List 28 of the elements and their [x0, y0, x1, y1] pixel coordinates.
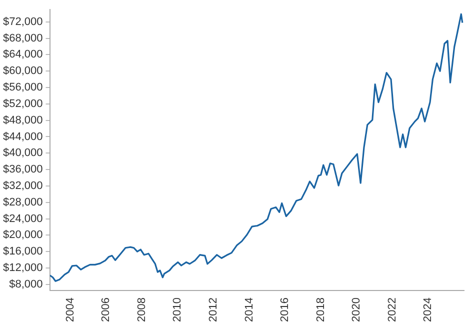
y-tick-label: $32,000 [2, 180, 43, 192]
y-tick-label: $72,000 [2, 16, 43, 28]
y-tick-label: $20,000 [2, 229, 43, 242]
y-tick-label: $24,000 [2, 212, 43, 225]
y-tick-label: $48,000 [2, 114, 43, 126]
x-tick-label: 2008 [136, 298, 148, 322]
y-tick-label: $8,000 [9, 278, 43, 290]
x-tick-label: 2004 [64, 298, 76, 322]
x-tick-label: 2016 [279, 298, 292, 322]
y-tick-label: $68,000 [2, 32, 43, 44]
x-tick-label: 2006 [100, 298, 112, 322]
y-tick-label: $64,000 [2, 48, 43, 61]
x-tick-label: 2022 [386, 298, 398, 322]
x-tick-label: 2010 [172, 298, 184, 322]
x-tick-label: 2024 [422, 298, 434, 322]
x-tick-label: 2018 [314, 298, 327, 322]
y-tick-label: $56,000 [2, 82, 43, 94]
y-tick-label: $52,000 [2, 98, 43, 110]
y-tick-label: $44,000 [2, 130, 43, 143]
y-tick-label: $60,000 [2, 65, 43, 78]
x-tick-label: 2014 [243, 298, 256, 322]
x-tick-label: 2012 [208, 298, 220, 322]
y-tick-label: $12,000 [2, 262, 43, 274]
y-tick-label: $16,000 [2, 246, 43, 258]
x-tick-label: 2020 [350, 298, 363, 322]
y-tick-label: $36,000 [2, 164, 43, 176]
y-tick-label: $28,000 [2, 196, 43, 208]
y-tick-label: $40,000 [2, 147, 43, 160]
